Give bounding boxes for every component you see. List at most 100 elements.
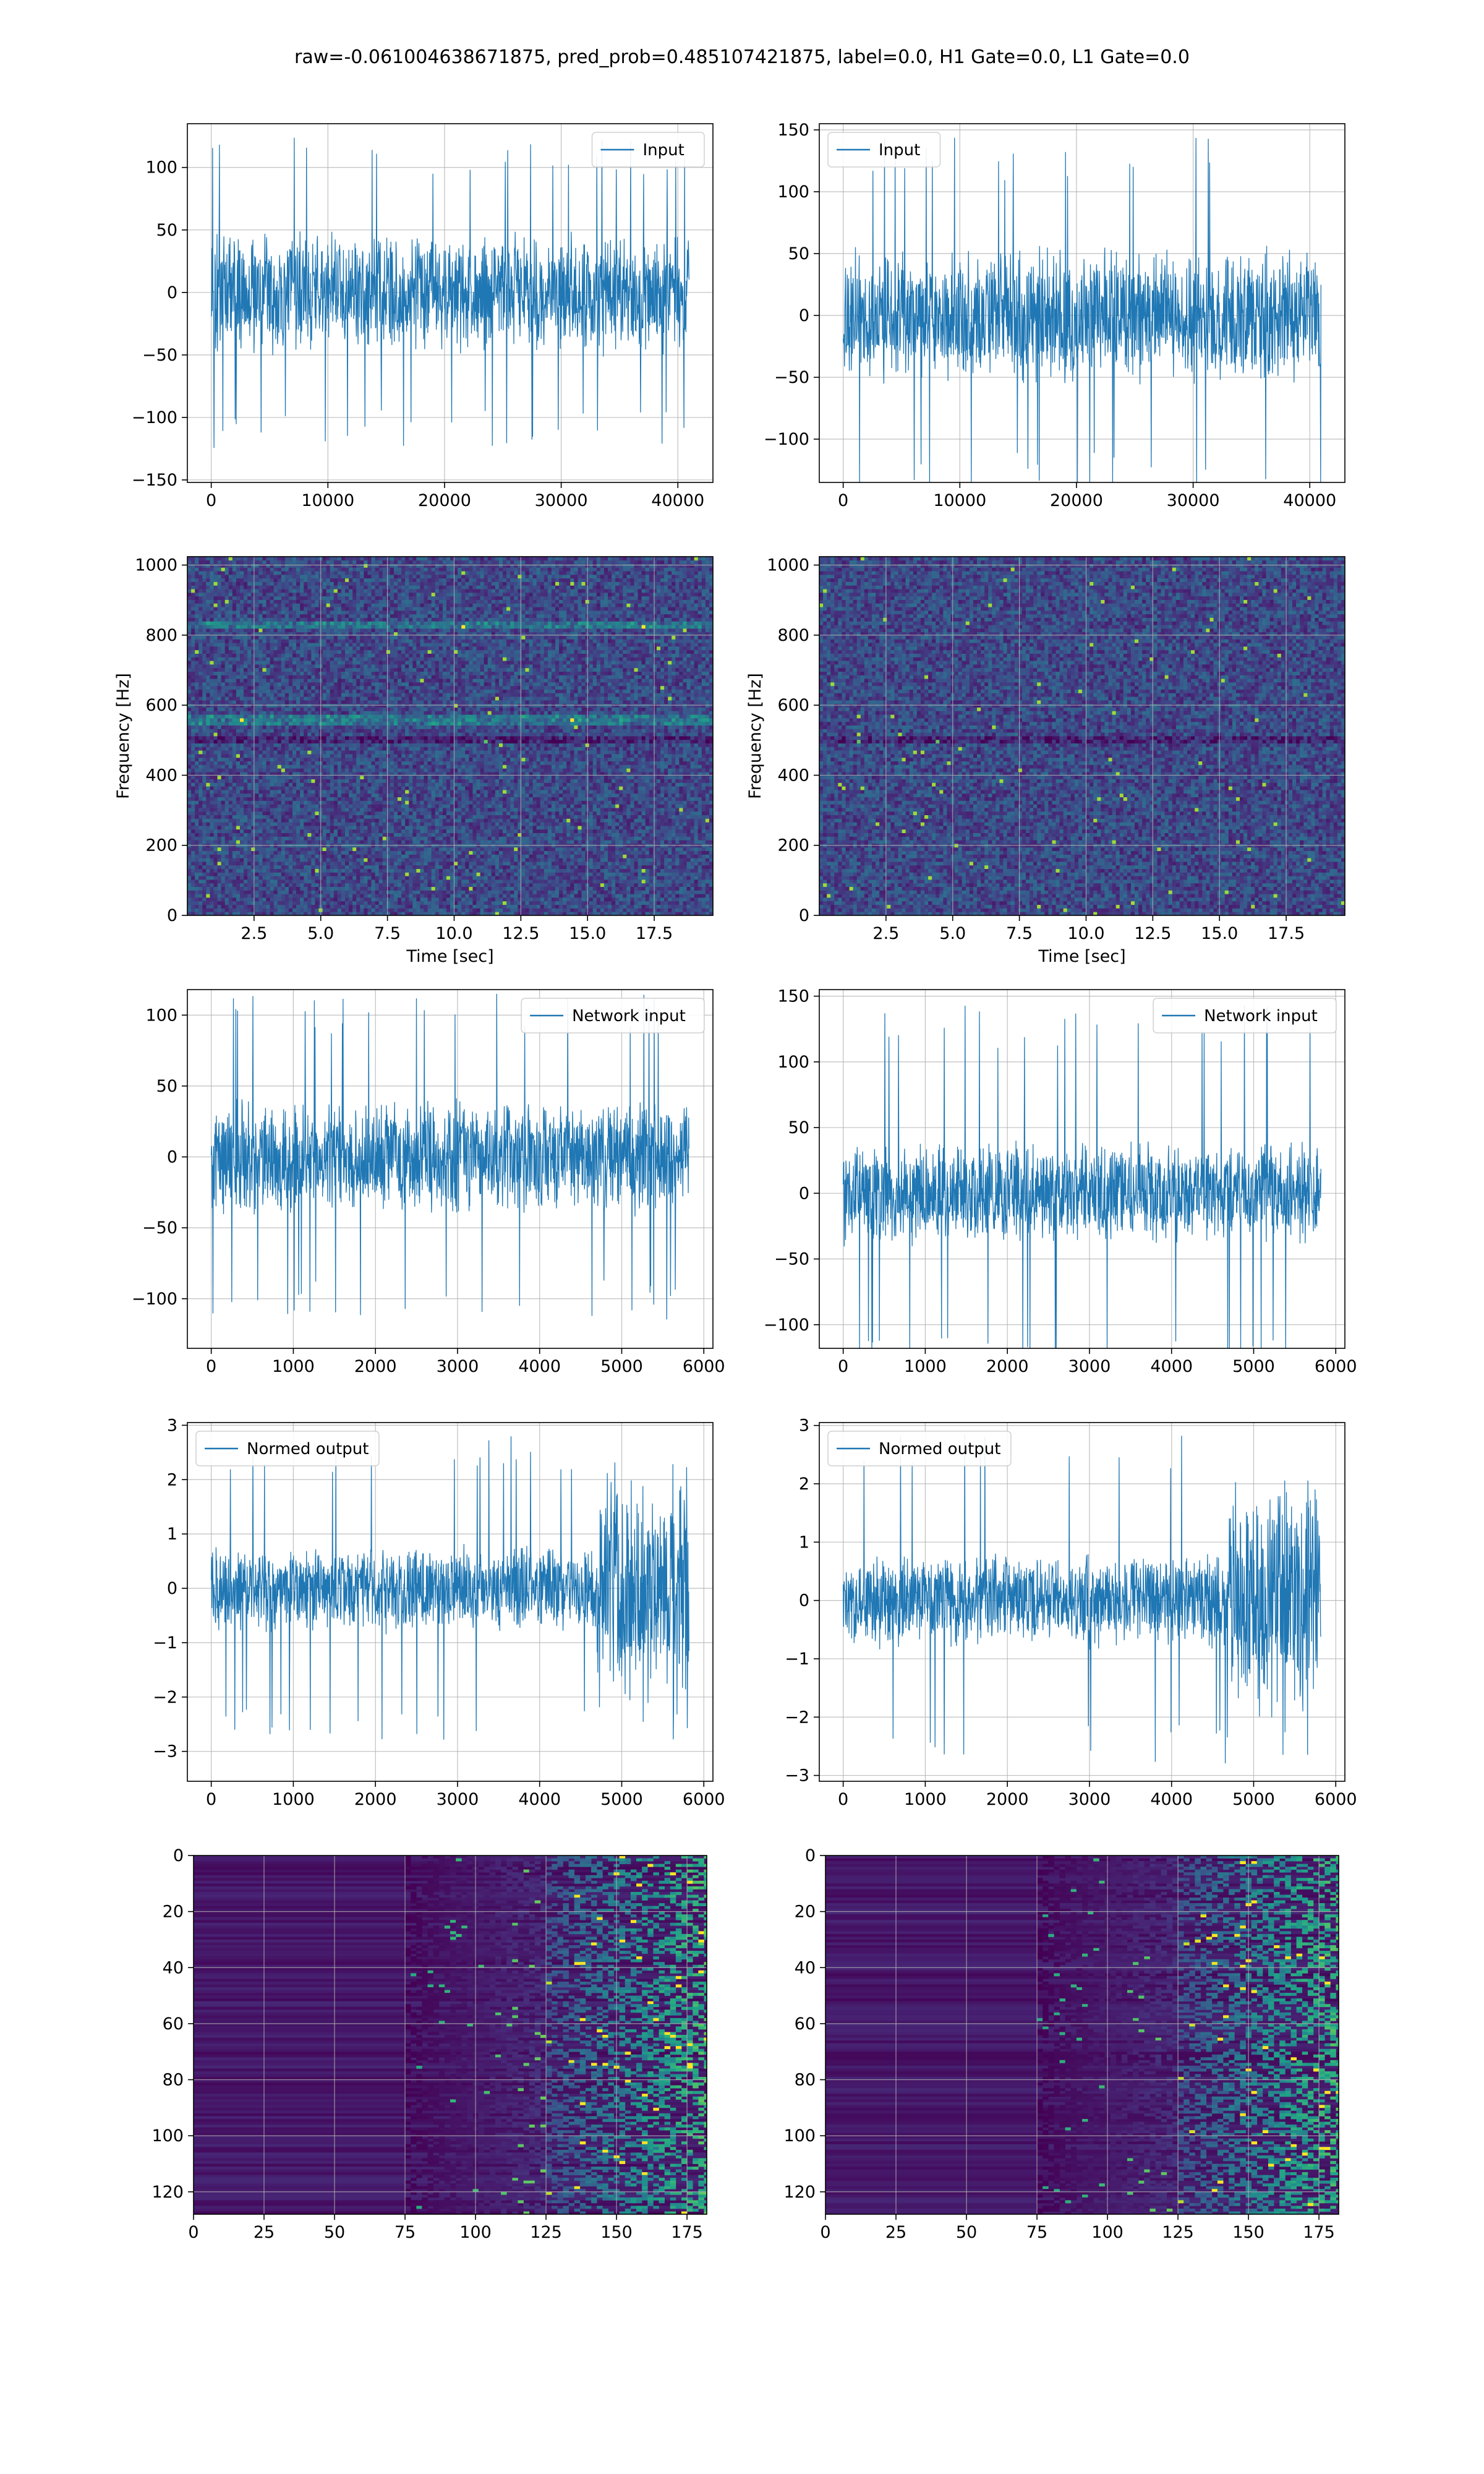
h1-input-chart: Input 0 10000 20000 30000 40000 −150 −100 −50 0 50… [132, 123, 714, 510]
l1-network-input-xtick-label: 1000 [904, 1357, 947, 1376]
l1-spectrogram-xtick-label: 5.0 [939, 924, 966, 943]
h1-spectrogram-ytick-label: 200 [145, 836, 177, 855]
h1-network-input-xtick-label: 1000 [272, 1357, 315, 1376]
h1-embedding-ytick-label: 60 [163, 2014, 184, 2034]
l1-embedding-xtick-label: 50 [956, 2223, 977, 2242]
l1-spectrogram-xtick-label: 15.0 [1201, 924, 1238, 943]
l1-input-xtick-label: 20000 [1050, 491, 1103, 510]
h1-embedding-ytick-label: 20 [163, 1903, 184, 1922]
l1-normed-output-legend: Normed output [827, 1431, 1012, 1466]
l1-input-chart: Input 0 10000 20000 30000 40000 −100 −50 0 50 100 1… [764, 121, 1345, 510]
l1-embedding-ytick-label: 120 [783, 2183, 816, 2202]
l1-spectrogram-ytick-label: 800 [777, 626, 809, 645]
l1-normed-output-ytick-label: 3 [799, 1416, 809, 1436]
l1-spectrogram-ylabel: Frequency [Hz] [746, 673, 765, 799]
h1-input-xtick-label: 0 [206, 491, 216, 510]
h1-network-input-ytick-label: 100 [145, 1006, 177, 1025]
l1-normed-output-ytick-label: −1 [785, 1650, 809, 1669]
h1-spectrogram-image [187, 557, 713, 915]
h1-embedding-ytick-label: 120 [151, 2183, 184, 2202]
h1-embedding-chart: 0 25 50 75 100 125 150 175 0 20 40 60 80 100 120 [151, 1846, 707, 2242]
l1-network-input-xtick-label: 4000 [1150, 1357, 1193, 1376]
h1-network-input-xtick-label: 3000 [437, 1357, 479, 1376]
l1-network-input-ytick-label: 0 [799, 1184, 809, 1203]
l1-spectrogram-ytick-label: 400 [777, 766, 809, 785]
l1-input-legend-label: Input [879, 141, 920, 160]
l1-embedding-xtick-label: 175 [1303, 2223, 1335, 2242]
l1-network-input-xtick-label: 6000 [1315, 1357, 1357, 1376]
h1-spectrogram-xtick-label: 15.0 [569, 924, 606, 943]
l1-input-xtick-label: 30000 [1167, 491, 1220, 510]
h1-normed-output-ytick-label: 2 [167, 1470, 177, 1489]
l1-network-input-series-line [842, 1005, 1321, 1348]
h1-normed-output-xtick-label: 5000 [600, 1790, 643, 1809]
l1-input-ytick-label: 0 [799, 306, 809, 325]
l1-network-input-xtick-label: 0 [838, 1357, 848, 1376]
h1-input-xtick-label: 40000 [651, 491, 704, 510]
l1-normed-output-xtick-label: 0 [838, 1790, 848, 1809]
figure-suptitle: raw=-0.061004638671875, pred_prob=0.4851… [294, 46, 1190, 68]
h1-network-input-ytick-label: −50 [142, 1218, 177, 1238]
l1-spectrogram-xtick-label: 2.5 [872, 924, 899, 943]
l1-input-series-line [842, 137, 1321, 482]
l1-input-ytick-label: 100 [777, 182, 809, 202]
h1-input-series-line [210, 137, 689, 448]
h1-network-input-legend-label: Network input [572, 1007, 686, 1025]
h1-embedding-xtick-label: 75 [394, 2223, 416, 2242]
l1-input-xtick-label: 0 [838, 491, 848, 510]
h1-embedding-xtick-label: 175 [671, 2223, 703, 2242]
l1-input-xtick-label: 40000 [1283, 491, 1336, 510]
h1-network-input-ytick-label: 0 [167, 1148, 177, 1167]
h1-embedding-image [194, 1856, 707, 2214]
l1-spectrogram-ytick-label: 1000 [767, 556, 809, 575]
h1-normed-output-ytick-label: −1 [153, 1633, 177, 1653]
h1-network-input-legend: Network input [521, 998, 705, 1034]
l1-spectrogram-xtick-label: 10.0 [1067, 924, 1104, 943]
h1-input-ytick-label: 50 [156, 221, 177, 240]
h1-normed-output-ytick-label: −2 [153, 1688, 177, 1707]
h1-network-input-xtick-label: 6000 [683, 1357, 725, 1376]
h1-embedding-xtick-label: 0 [188, 2223, 198, 2242]
h1-spectrogram-ytick-label: 1000 [135, 556, 177, 575]
h1-embedding-ytick-label: 0 [173, 1846, 184, 1865]
h1-normed-output-xtick-label: 6000 [683, 1790, 725, 1809]
h1-spectrogram-ytick-label: 600 [145, 696, 177, 715]
h1-spectrogram-xtick-label: 7.5 [374, 924, 401, 943]
l1-spectrogram-ytick-label: 200 [777, 836, 809, 855]
l1-embedding-xtick-label: 25 [885, 2223, 906, 2242]
l1-network-input-ytick-label: −100 [764, 1316, 809, 1335]
h1-normed-output-series-line [210, 1436, 689, 1740]
l1-embedding-xtick-label: 75 [1026, 2223, 1047, 2242]
h1-spectrogram-xtick-label: 2.5 [241, 924, 267, 943]
l1-normed-output-legend-label: Normed output [879, 1440, 1000, 1458]
h1-spectrogram-xtick-label: 17.5 [636, 924, 673, 943]
h1-normed-output-ytick-label: −3 [153, 1742, 177, 1761]
h1-embedding-xtick-label: 50 [324, 2223, 345, 2242]
l1-embedding-chart: 0 25 50 75 100 125 150 175 0 20 40 60 80 100 120 [783, 1846, 1339, 2242]
l1-input-ytick-label: 50 [788, 244, 809, 263]
h1-input-legend-label: Input [643, 141, 684, 160]
h1-input-xtick-label: 30000 [535, 491, 588, 510]
l1-embedding-ytick-label: 20 [795, 1903, 816, 1922]
h1-embedding-axes-frame [193, 1855, 707, 2215]
h1-embedding-xtick-label: 25 [254, 2223, 275, 2242]
l1-network-input-legend: Network input [1153, 998, 1337, 1034]
l1-normed-output-xtick-label: 2000 [986, 1790, 1029, 1809]
h1-normed-output-axes-frame [187, 1422, 714, 1782]
h1-input-ytick-label: 100 [145, 158, 177, 178]
l1-input-axes-frame [819, 123, 1345, 483]
h1-input-axes-frame [187, 123, 714, 483]
l1-spectrogram-image [819, 557, 1345, 915]
l1-embedding-axes-frame [825, 1855, 1339, 2215]
l1-embedding-xtick-label: 150 [1232, 2223, 1264, 2242]
l1-spectrogram-xtick-label: 7.5 [1006, 924, 1033, 943]
l1-normed-output-chart: Normed output 0 1000 2000 3000 4000 5000 6000 −3… [785, 1416, 1357, 1809]
h1-spectrogram-ytick-label: 0 [167, 906, 177, 925]
h1-embedding-xtick-label: 150 [600, 2223, 633, 2242]
h1-normed-output-xtick-label: 3000 [437, 1790, 479, 1809]
h1-spectrogram-ytick-label: 400 [145, 766, 177, 785]
l1-embedding-xtick-label: 0 [820, 2223, 830, 2242]
l1-normed-output-ytick-label: 0 [799, 1591, 809, 1611]
